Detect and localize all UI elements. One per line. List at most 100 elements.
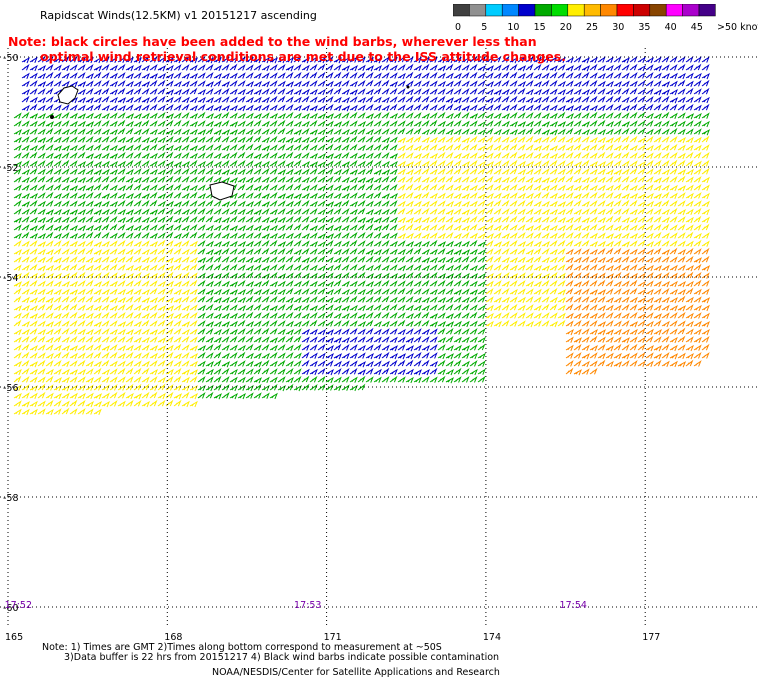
wind-barb [653,336,662,343]
wind-barb [517,128,526,135]
wind-barb [253,153,262,160]
wind-barb [565,112,574,120]
wind-barb [477,280,486,288]
wind-barb [373,176,382,184]
wind-barb [181,256,190,263]
wind-barb [109,112,118,119]
wind-barb [477,184,486,191]
wind-barb [597,359,606,367]
wind-barb [269,271,278,279]
wind-barb [445,128,454,136]
wind-barb [645,184,654,191]
wind-barb [109,120,118,127]
wind-barb [45,408,54,416]
wind-barb [685,344,694,352]
wind-barb [421,304,430,312]
wind-barb [301,279,310,287]
wind-barb [701,216,710,224]
wind-barb [693,183,702,191]
wind-barb [301,328,310,336]
wind-barb [277,208,286,215]
wind-barb [501,263,510,271]
wind-barb [117,248,126,255]
wind-barb [325,233,335,240]
wind-barb [21,351,30,359]
wind-barb [461,200,470,208]
wind-barb [589,360,598,367]
wind-barb [157,376,166,384]
wind-barb [37,391,46,399]
wind-barb [93,65,103,72]
wind-barb [157,295,166,303]
wind-barb [157,111,166,119]
wind-barb [461,345,470,352]
wind-barb [573,167,582,175]
warning-note: Note: black circles have been added to t… [8,34,566,64]
wind-barb [573,193,582,200]
wind-barb [421,279,430,287]
wind-barb [445,63,454,71]
wind-barb [13,224,22,231]
wind-barb [365,336,374,343]
wind-barb [405,232,414,240]
wind-barb [525,264,534,271]
wind-barb [373,152,382,159]
wind-barb [317,63,326,71]
wind-barb [13,264,22,271]
wind-barb [285,264,294,271]
wind-barb [525,288,534,295]
wind-barb [437,95,446,103]
wind-barb [157,232,166,239]
wind-barb [669,184,678,192]
wind-barb [677,88,686,95]
wind-barb [45,248,54,256]
wind-barb [605,288,614,295]
wind-barb [669,320,678,327]
wind-barb [365,152,374,159]
wind-barb [149,352,158,360]
wind-barb [237,104,246,112]
warning-note-line1: Note: black circles have been added to t… [8,34,537,49]
wind-barb [85,231,94,239]
wind-barb [397,64,406,71]
wind-barb [189,384,198,392]
wind-barb [317,113,326,120]
wind-barb [29,151,38,159]
wind-barb [213,105,223,112]
wind-barb [181,208,190,216]
wind-barb [253,288,262,296]
wind-barb [701,129,711,136]
wind-barb [205,57,215,64]
wind-barb [469,320,478,327]
wind-barb [317,255,326,263]
wind-barb [645,280,654,287]
wind-barb [589,207,598,215]
wind-barb [549,216,558,223]
wind-barb [373,295,382,303]
wind-barb [573,88,582,95]
wind-barb [133,183,142,191]
wind-barb [205,208,214,215]
wind-barb [461,272,470,280]
wind-barb [389,248,398,255]
wind-barb [149,240,158,248]
wind-barb [229,104,238,112]
wind-barb [677,240,686,247]
wind-barb [613,72,622,79]
wind-barb [693,96,702,103]
wind-barb [125,72,134,80]
wind-barb [61,120,70,127]
wind-barb [397,240,406,247]
wind-barb [317,224,326,231]
wind-barb [333,337,342,344]
wind-barb [357,240,366,247]
wind-barb [413,120,422,127]
wind-barb [237,143,246,151]
wind-barb [93,176,102,183]
wind-barb [189,128,198,136]
wind-barb [501,248,510,255]
wind-barb [61,208,70,216]
wind-barb [509,120,518,128]
wind-barb [629,144,638,152]
wind-barb [77,120,86,128]
